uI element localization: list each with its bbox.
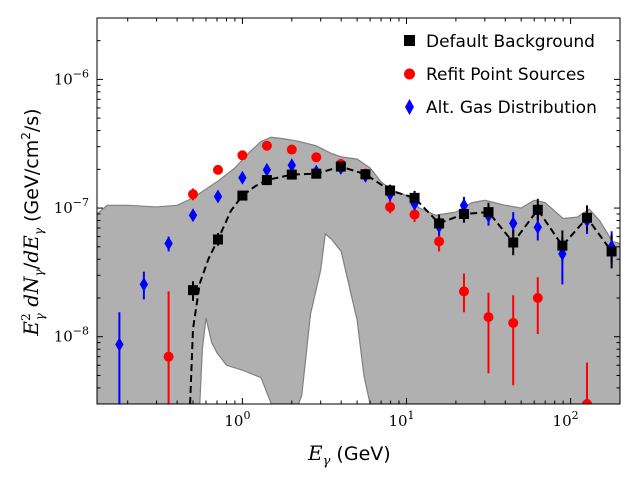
- default-background-point-13: [508, 237, 519, 248]
- legend: Default Background Refit Point Sources A…: [404, 32, 597, 118]
- y-axis-label: E2γ dNγ/dEγ (GeV/cm2/s): [19, 108, 47, 336]
- y-tick-label-1: 10−7: [54, 196, 89, 217]
- default-background-point-17: [606, 246, 617, 257]
- default-background-point-6: [335, 161, 346, 172]
- systematic-band: [97, 136, 620, 404]
- alt-gas-distribution-point-5: [238, 170, 247, 185]
- legend-item-default-background: Default Background: [404, 32, 595, 52]
- y-tick-label-0: 10−8: [54, 325, 89, 346]
- y-tick-label-2: 10−6: [54, 67, 89, 88]
- alt-gas-distribution-point-1: [139, 277, 149, 292]
- svg-text:E2γ dNγ/dEγ (GeV/cm2/s): E2γ dNγ/dEγ (GeV/cm2/s): [19, 108, 47, 336]
- x-tick-label-2: 102: [553, 409, 579, 430]
- x-tick-label-0: 100: [224, 409, 250, 430]
- alt-gas-distribution-point-7: [287, 158, 297, 173]
- tick-labels: 100 101 102 10−8 10−7 10−6: [54, 67, 579, 430]
- default-background-point-7: [360, 169, 371, 180]
- default-background-point-16: [582, 212, 593, 223]
- x-tick-label-1: 101: [388, 409, 414, 430]
- alt-gas-distribution-point-17: [533, 220, 542, 235]
- alt-gas-distribution-point-6: [262, 162, 272, 177]
- refit-point-sources-point-0: [163, 351, 174, 362]
- default-background-point-0: [188, 285, 199, 296]
- default-background-point-15: [557, 240, 568, 251]
- refit-point-sources-point-2: [212, 164, 223, 175]
- alt-gas-distribution-point-4: [213, 189, 223, 204]
- default-background-point-4: [286, 169, 297, 180]
- refit-point-sources-point-13: [483, 312, 494, 323]
- refit-point-sources-point-4: [261, 140, 272, 151]
- alt-gas-distribution-point-14: [459, 198, 469, 213]
- legend-square-marker: [404, 35, 415, 46]
- default-background-point-12: [483, 207, 494, 218]
- refit-point-sources-point-3: [237, 150, 248, 161]
- legend-item-alt-gas-distribution: Alt. Gas Distribution: [405, 98, 597, 118]
- alt-gas-distribution-point-0: [115, 337, 124, 352]
- ticks-layer: [97, 17, 621, 405]
- legend-item-refit-point-sources: Refit Point Sources: [404, 65, 585, 85]
- default-background-point-11: [458, 208, 469, 219]
- plot-area: [97, 136, 620, 404]
- alt-gas-distribution-point-16: [509, 216, 518, 231]
- refit-point-sources-point-11: [434, 236, 445, 247]
- refit-point-sources-point-12: [458, 286, 469, 297]
- refit-point-sources-point-6: [311, 152, 322, 163]
- refit-point-sources-point-16: [582, 399, 593, 404]
- default-background-point-5: [311, 168, 322, 179]
- default-background-point-9: [409, 192, 420, 203]
- default-background-point-3: [261, 175, 272, 186]
- default-background-point-1: [212, 234, 223, 245]
- refit-point-sources-point-10: [409, 209, 420, 220]
- marker-layer: [115, 140, 617, 404]
- refit-point-sources-point-5: [286, 144, 297, 155]
- legend-label-alt-gas-distribution: Alt. Gas Distribution: [426, 98, 597, 118]
- default-background-point-14: [532, 204, 543, 215]
- refit-point-sources-point-9: [385, 201, 396, 212]
- default-background-point-10: [434, 218, 445, 229]
- refit-point-sources-point-14: [508, 317, 519, 328]
- legend-label-refit-point-sources: Refit Point Sources: [426, 65, 585, 85]
- default-background-point-2: [237, 190, 248, 201]
- default-background-point-8: [385, 185, 396, 196]
- refit-point-sources-point-1: [188, 189, 199, 200]
- alt-gas-distribution-point-3: [188, 208, 198, 223]
- alt-gas-distribution-point-2: [164, 236, 173, 251]
- legend-label-default-background: Default Background: [426, 32, 595, 52]
- legend-diamond-marker: [405, 99, 414, 115]
- x-axis-label: Eγ (GeV): [307, 441, 391, 469]
- refit-point-sources-point-15: [532, 292, 543, 303]
- legend-circle-marker: [404, 68, 415, 80]
- plot-frame: [96, 17, 621, 405]
